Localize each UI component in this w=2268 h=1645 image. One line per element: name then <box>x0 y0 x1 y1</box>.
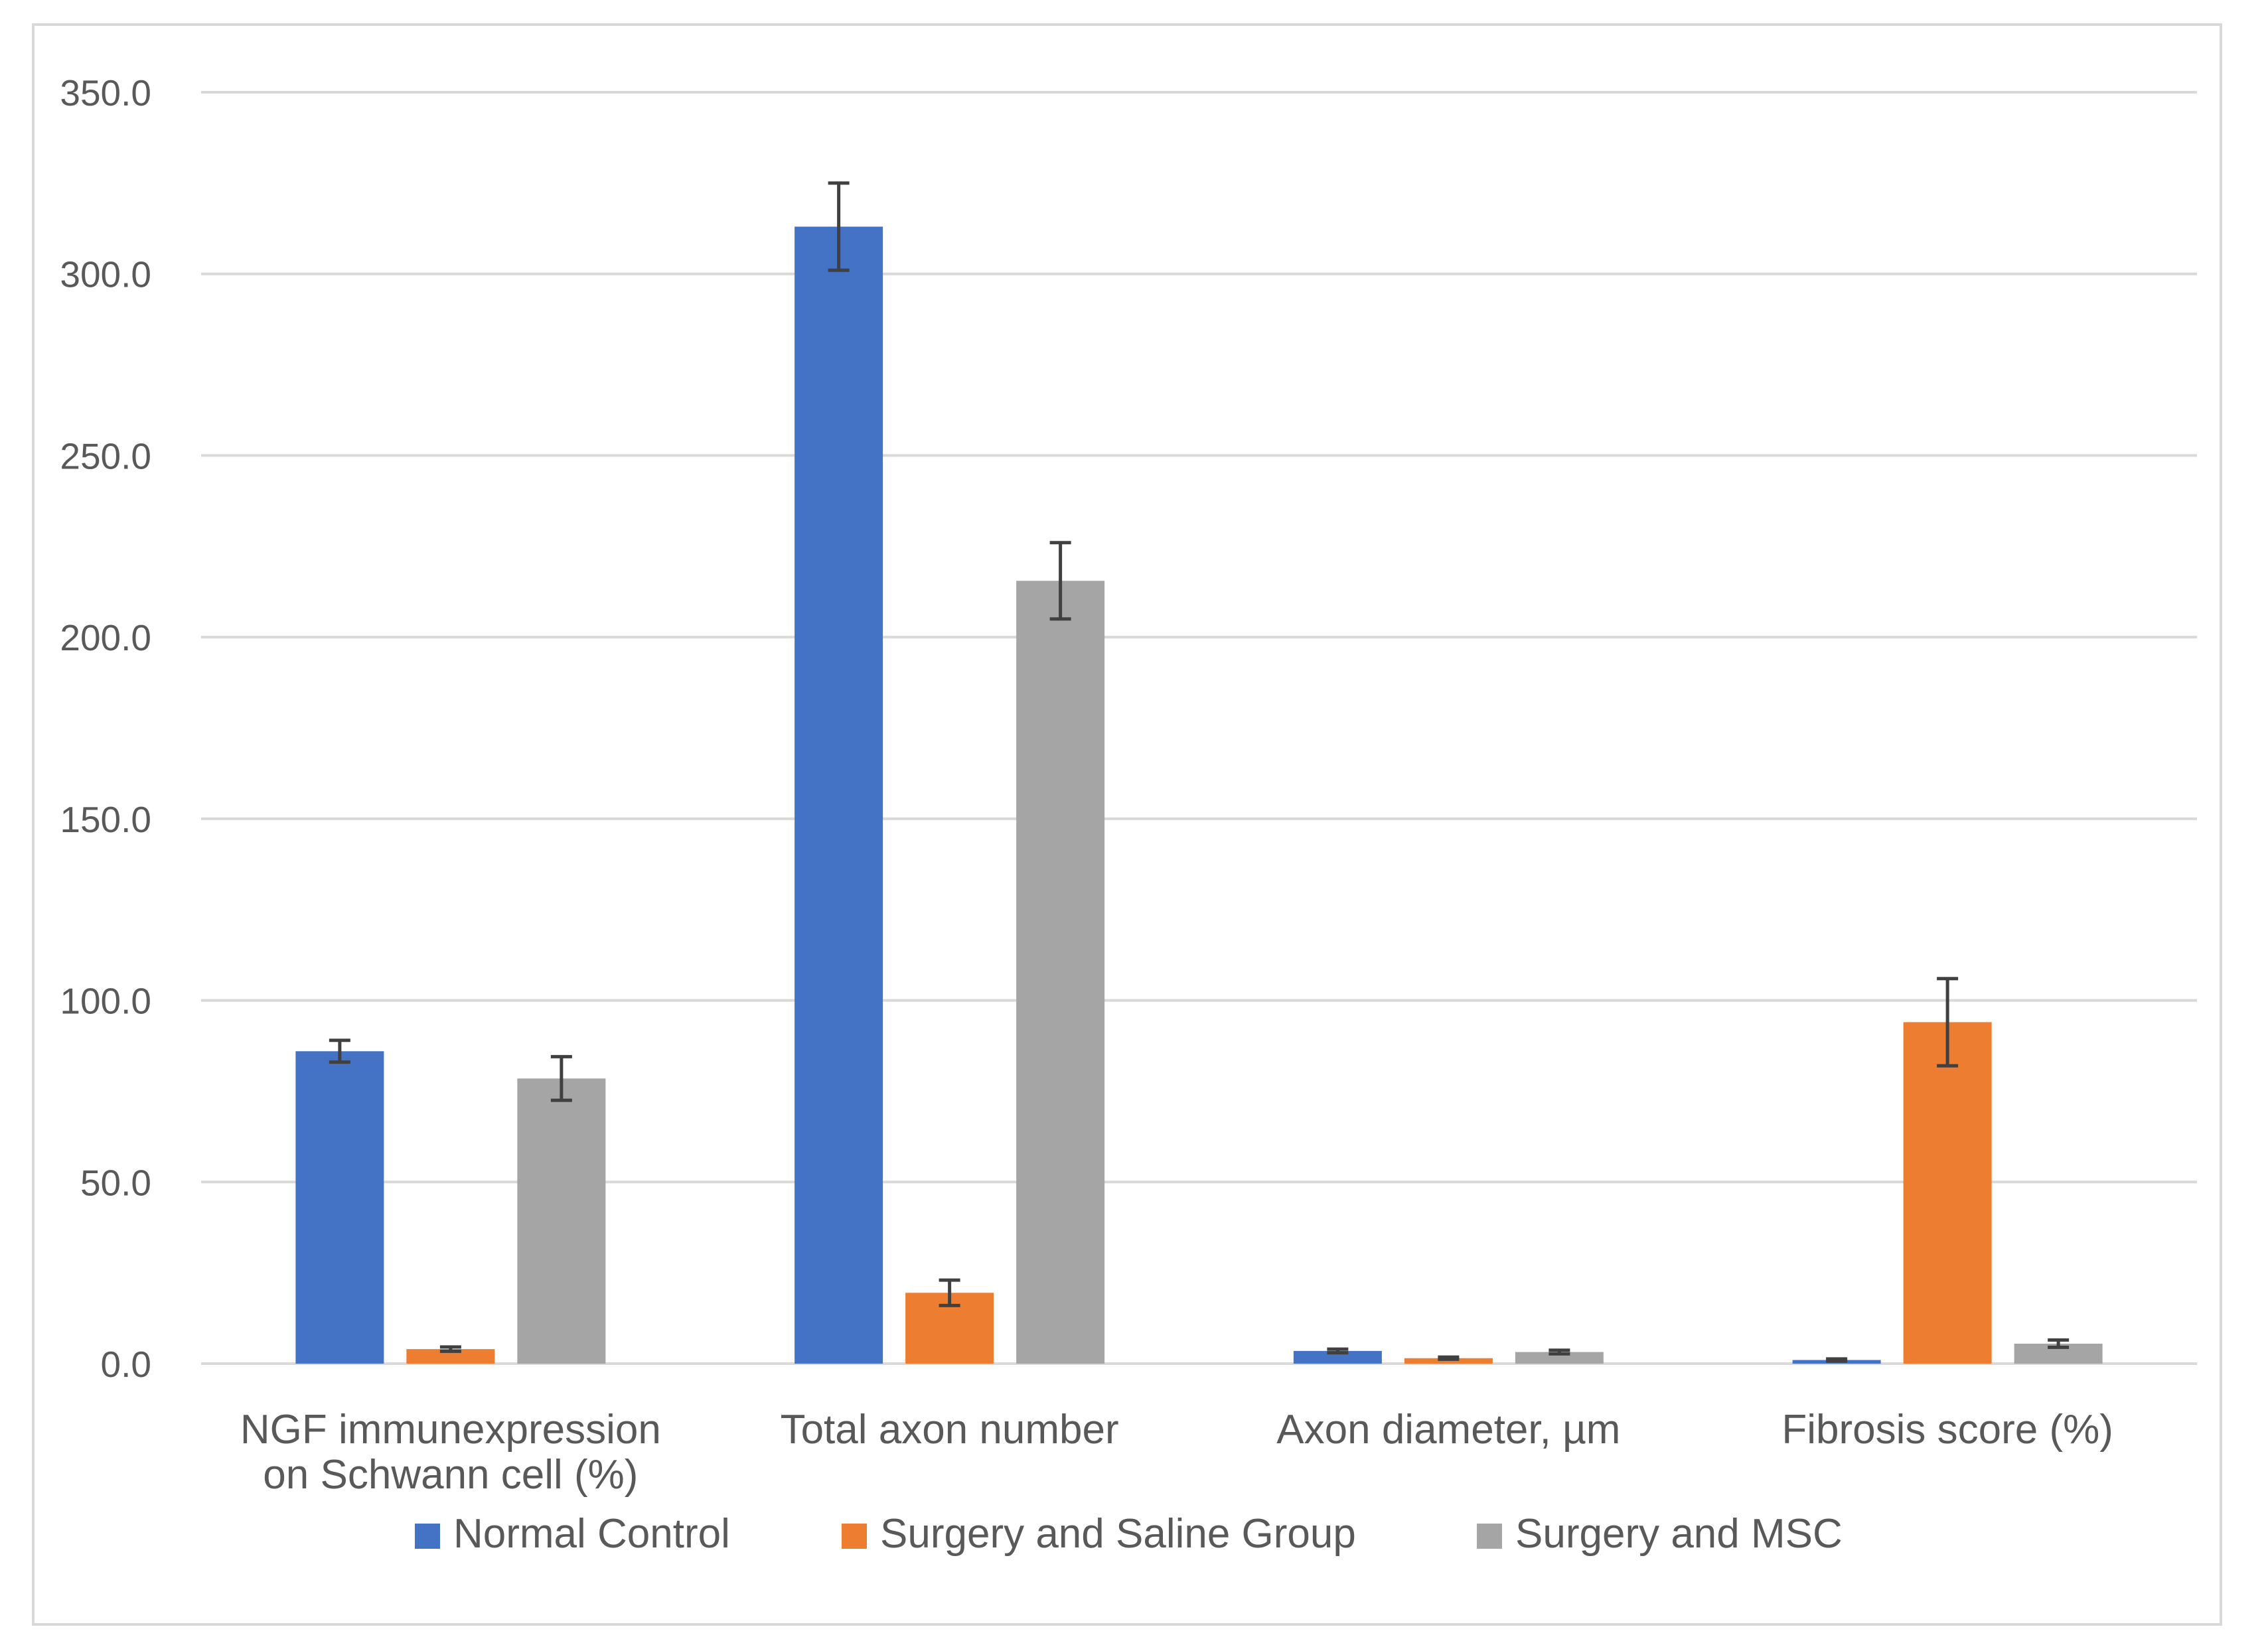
bar-surgery-and-msc <box>1016 581 1105 1364</box>
category-label: NGF immunexpression <box>240 1407 661 1453</box>
y-tick-label: 300.0 <box>60 254 151 295</box>
y-tick-label: 200.0 <box>60 617 151 658</box>
bar-surgery-and-saline-group <box>406 1349 495 1364</box>
legend-swatch <box>1477 1524 1502 1549</box>
category-label: Total axon number <box>781 1407 1119 1453</box>
y-tick-label: 50.0 <box>80 1162 151 1203</box>
gridlines <box>201 91 2197 1365</box>
legend-label: Surgery and MSC <box>1515 1511 1843 1557</box>
y-tick-label: 350.0 <box>60 72 151 113</box>
legend-label: Normal Control <box>453 1511 730 1557</box>
error-bars <box>329 181 2070 1363</box>
legend-swatch <box>842 1524 867 1549</box>
bars <box>295 226 2103 1364</box>
category-label: Axon diameter, µm <box>1276 1407 1620 1453</box>
bar-normal-control <box>794 226 883 1364</box>
bar-surgery-and-msc <box>1515 1352 1604 1364</box>
y-tick-label: 250.0 <box>60 435 151 476</box>
bar-surgery-and-saline-group <box>1903 1022 1992 1364</box>
bar-normal-control <box>1293 1350 1382 1364</box>
bar-surgery-and-msc <box>517 1078 606 1364</box>
legend: Normal Control Surgery and Saline Group Su… <box>415 1511 1843 1557</box>
chart-frame <box>32 23 2222 1626</box>
legend-swatch <box>415 1524 440 1549</box>
category-label: Fibrosis score (%) <box>1781 1407 2113 1453</box>
y-tick-label: 0.0 <box>101 1344 151 1385</box>
legend-label: Surgery and Saline Group <box>880 1511 1356 1557</box>
category-label: on Schwann cell (%) <box>263 1452 638 1498</box>
y-tick-label: 150.0 <box>60 799 151 840</box>
bar-normal-control <box>295 1051 384 1364</box>
y-axis-tick-labels: 0.0 50.0 100.0 150.0 200.0 250.0 300.0 350.0 <box>60 72 151 1385</box>
y-tick-label: 100.0 <box>60 981 151 1022</box>
